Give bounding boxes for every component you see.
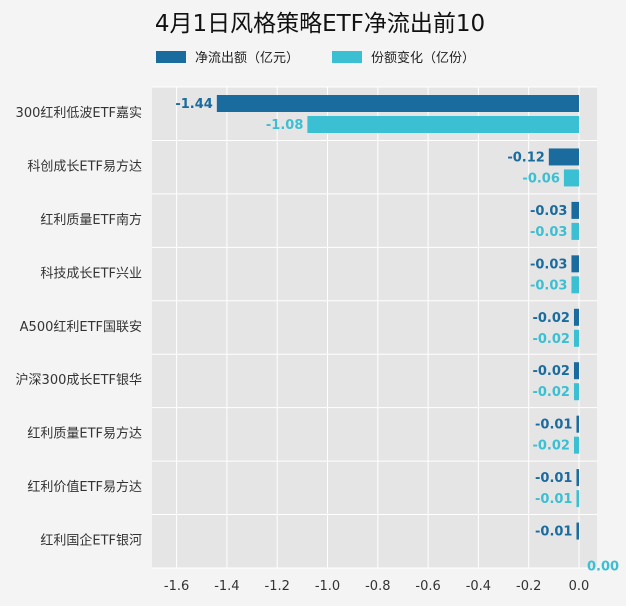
data-label-net-outflow: -0.12 — [507, 150, 544, 165]
bar-share-change — [307, 116, 579, 133]
category-labels: 300红利低波ETF嘉实科创成长ETF易方达红利质量ETF南方科技成长ETF兴业… — [16, 105, 142, 549]
x-tick-label: -0.8 — [365, 579, 390, 594]
x-tick-label: -1.6 — [164, 579, 189, 594]
bars — [216, 95, 579, 540]
data-label-net-outflow: -0.01 — [535, 471, 572, 486]
data-label-net-outflow: -0.03 — [530, 204, 567, 219]
legend: 净流出额（亿元） 份额变化（亿份） — [156, 50, 475, 66]
data-label-share-change: -0.02 — [532, 385, 569, 400]
data-label-share-change: -0.01 — [535, 492, 572, 507]
category-label: 沪深300成长ETF银华 — [16, 372, 142, 388]
bar-net-outflow — [216, 95, 579, 112]
bar-share-change — [573, 383, 579, 401]
category-label: 300红利低波ETF嘉实 — [16, 105, 142, 121]
bar-net-outflow — [573, 308, 579, 326]
bar-share-change — [576, 490, 579, 508]
x-tick-label: 0.0 — [569, 579, 590, 594]
data-label-share-change: -0.06 — [522, 171, 559, 186]
data-label-net-outflow: -0.01 — [535, 525, 572, 540]
legend-label-share-change: 份额变化（亿份） — [371, 50, 475, 66]
category-label: 红利国企ETF银河 — [40, 533, 142, 549]
bar-net-outflow — [576, 469, 579, 487]
bar-share-change — [573, 436, 579, 454]
category-label: 科创成长ETF易方达 — [27, 158, 142, 174]
data-label-net-outflow: -0.02 — [532, 311, 569, 326]
data-label-share-change: -1.08 — [266, 118, 303, 133]
data-label-share-change: -0.02 — [532, 439, 569, 454]
category-label: 红利价值ETF易方达 — [27, 479, 142, 495]
x-tick-label: -1.0 — [315, 579, 340, 594]
bar-share-change — [573, 329, 579, 347]
x-tick-label: -0.4 — [466, 579, 491, 594]
bar-share-change — [571, 222, 579, 240]
data-label-net-outflow: -0.01 — [535, 418, 572, 433]
legend-label-net-outflow: 净流出额（亿元） — [195, 51, 299, 66]
category-label: 科技成长ETF兴业 — [40, 266, 142, 281]
bar-share-change — [571, 276, 579, 294]
bar-net-outflow — [576, 415, 579, 433]
bar-net-outflow — [573, 362, 579, 380]
bar-net-outflow — [571, 201, 579, 219]
data-label-net-outflow: -0.03 — [530, 257, 567, 272]
bar-share-change — [563, 169, 579, 187]
x-tick-label: -1.4 — [214, 579, 239, 594]
data-label-net-outflow: -0.02 — [532, 364, 569, 379]
bar-net-outflow — [576, 522, 579, 540]
data-label-net-outflow: -1.44 — [175, 97, 212, 112]
legend-swatch-net-outflow — [156, 51, 186, 63]
x-tick-label: -1.2 — [265, 579, 290, 594]
data-label-share-change: -0.03 — [530, 278, 567, 293]
bar-net-outflow — [571, 255, 579, 273]
x-tick-label: -0.2 — [516, 579, 541, 594]
category-label: A500红利ETF国联安 — [20, 319, 142, 335]
x-tick-label: -0.6 — [415, 579, 440, 594]
data-label-share-change: -0.02 — [532, 332, 569, 347]
category-label: 红利质量ETF南方 — [40, 212, 142, 228]
bar-net-outflow — [548, 148, 579, 166]
x-axis-ticks: -1.6 -1.4 -1.2 -1.0 -0.8 -0.6 -0.4 -0.2 0.0 — [164, 579, 589, 594]
grid — [152, 86, 597, 569]
category-label: 红利质量ETF易方达 — [27, 426, 142, 442]
data-labels: -1.44 -1.08 -0.12 -0.06 -0.03 -0.03 -0.03 -0.03… — [175, 97, 619, 575]
data-label-share-change: -0.03 — [530, 225, 567, 240]
data-label-share-change: 0.00 — [587, 560, 619, 575]
plot-area — [152, 87, 597, 568]
chart-title: 4月1日风格策略ETF净流出前10 — [155, 11, 485, 37]
legend-swatch-share-change — [332, 51, 362, 63]
